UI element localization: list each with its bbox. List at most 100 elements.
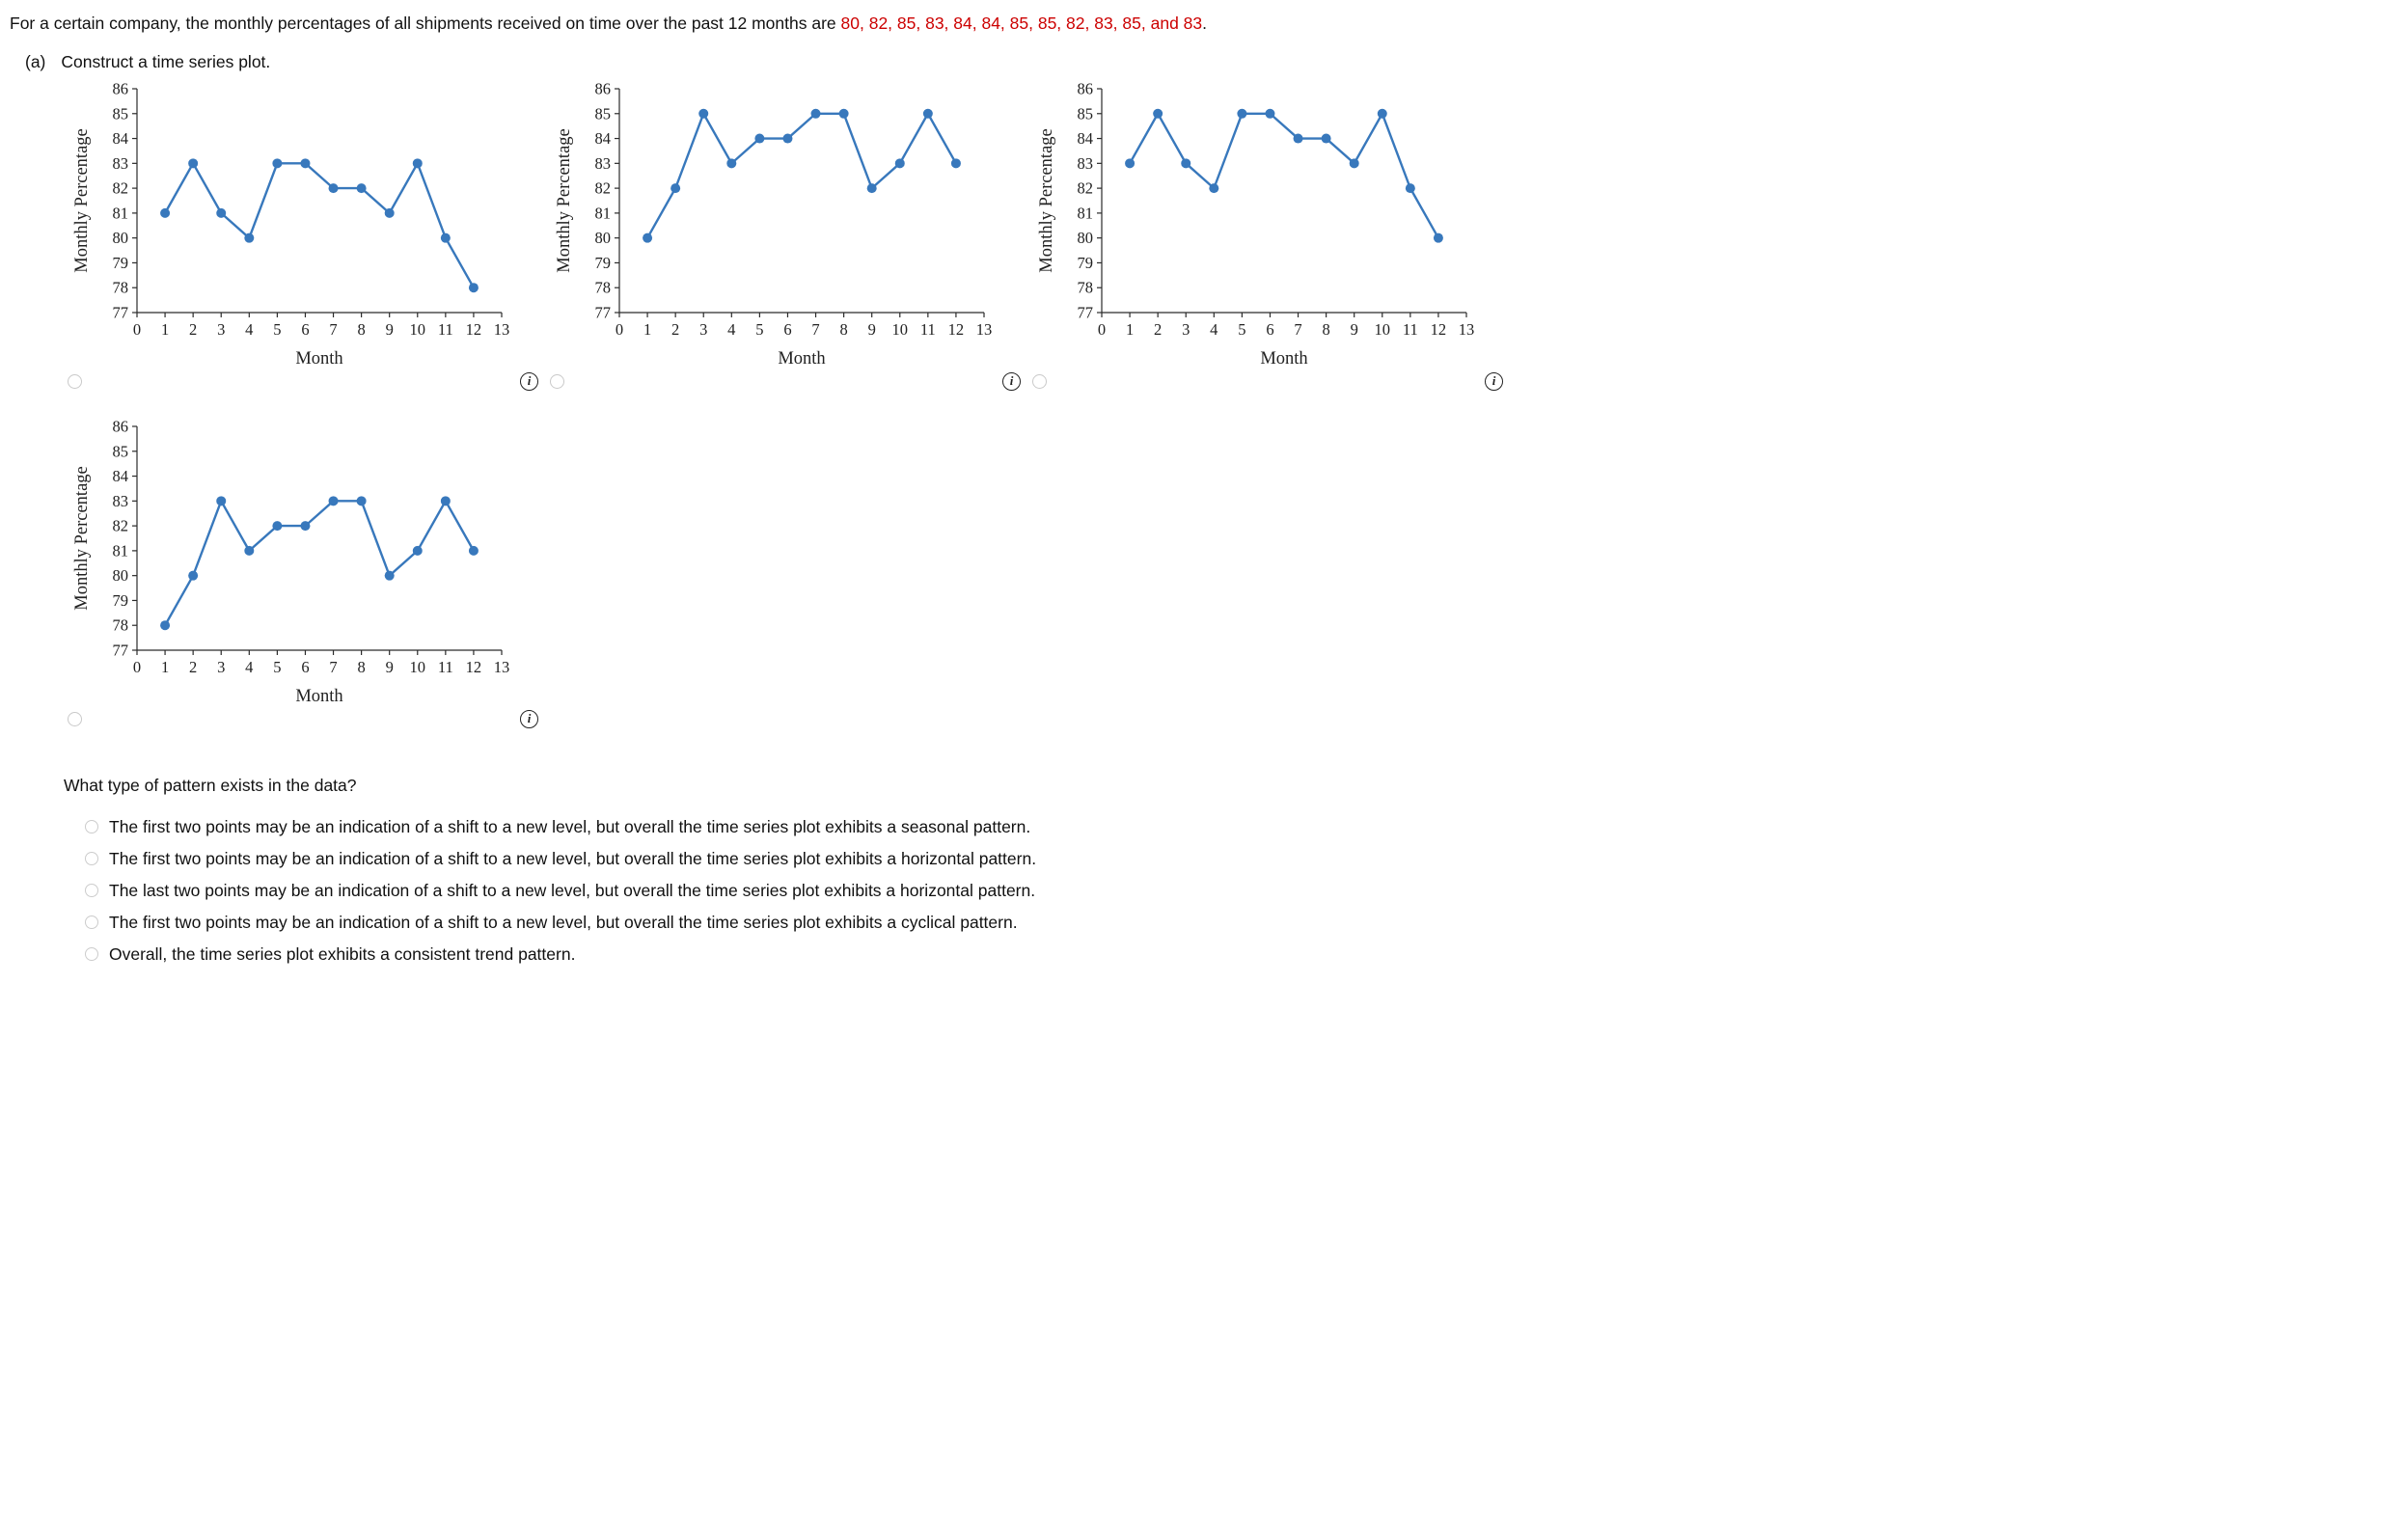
svg-text:0: 0: [133, 658, 141, 676]
svg-text:6: 6: [301, 658, 309, 676]
part-a-line: (a) Construct a time series plot.: [0, 50, 2408, 73]
svg-text:Monthly Percentage: Monthly Percentage: [72, 128, 92, 273]
svg-text:Monthly Percentage: Monthly Percentage: [72, 466, 92, 611]
info-icon[interactable]: i: [520, 371, 538, 391]
svg-text:1: 1: [643, 320, 651, 339]
svg-text:12: 12: [1431, 320, 1447, 339]
svg-text:8: 8: [357, 658, 365, 676]
chart-option-4-radio[interactable]: [68, 711, 82, 726]
svg-text:86: 86: [113, 80, 129, 98]
chart-option-3-footer: i: [1025, 369, 1507, 394]
svg-text:78: 78: [113, 279, 129, 297]
svg-text:3: 3: [217, 658, 225, 676]
svg-text:84: 84: [113, 129, 129, 148]
svg-text:Month: Month: [778, 349, 825, 367]
pattern-option-2[interactable]: The first two points may be an indicatio…: [85, 842, 2408, 874]
svg-text:4: 4: [245, 658, 253, 676]
svg-text:10: 10: [410, 320, 426, 339]
svg-text:6: 6: [783, 320, 791, 339]
svg-text:84: 84: [113, 467, 129, 485]
pattern-option-3[interactable]: The last two points may be an indication…: [85, 874, 2408, 906]
svg-text:13: 13: [494, 658, 510, 676]
pattern-prompt: What type of pattern exists in the data?: [64, 776, 357, 795]
pattern-option-5-radio[interactable]: [85, 946, 98, 961]
chart-option-1-radio[interactable]: [68, 373, 82, 389]
chart-option-1: 77 78 79 80 81 82 83 84 85 86 0 1 2 3 4 5 6 7 8 9 10 11 12 13 Mo…: [60, 77, 542, 394]
svg-text:85: 85: [1078, 104, 1094, 123]
svg-text:4: 4: [1210, 320, 1218, 339]
svg-text:9: 9: [386, 320, 394, 339]
svg-text:84: 84: [595, 129, 612, 148]
svg-text:5: 5: [273, 320, 281, 339]
pattern-option-2-radio[interactable]: [85, 851, 98, 865]
pattern-option-3-radio[interactable]: [85, 883, 98, 897]
pattern-option-4-label: The first two points may be an indicatio…: [109, 912, 1018, 932]
svg-text:82: 82: [113, 517, 129, 535]
svg-text:79: 79: [1078, 254, 1094, 272]
svg-text:8: 8: [357, 320, 365, 339]
svg-text:86: 86: [1078, 80, 1094, 98]
svg-text:79: 79: [113, 254, 129, 272]
svg-text:13: 13: [1459, 320, 1475, 339]
svg-text:78: 78: [595, 279, 612, 297]
svg-text:82: 82: [1078, 179, 1094, 198]
svg-text:10: 10: [1375, 320, 1391, 339]
pattern-option-1-radio[interactable]: [85, 819, 98, 833]
part-a-text: Construct a time series plot.: [61, 52, 271, 71]
svg-text:6: 6: [1266, 320, 1273, 339]
chart-option-2-radio[interactable]: [550, 373, 564, 389]
svg-text:Month: Month: [295, 687, 342, 704]
svg-text:8: 8: [1322, 320, 1329, 339]
pattern-option-3-label: The last two points may be an indication…: [109, 880, 1036, 900]
svg-text:9: 9: [1351, 320, 1358, 339]
question-intro: For a certain company, the monthly perce…: [10, 14, 841, 33]
svg-text:2: 2: [189, 320, 197, 339]
svg-text:85: 85: [595, 104, 612, 123]
svg-text:3: 3: [217, 320, 225, 339]
svg-text:81: 81: [113, 204, 129, 222]
svg-text:7: 7: [1294, 320, 1301, 339]
chart-options-row-2: 77 78 79 80 81 82 83 84 85 86 0 1 2 3 4 5 6 7 8 9 10 11 12 13 Mo…: [60, 415, 2408, 731]
svg-text:12: 12: [466, 320, 482, 339]
pattern-option-1-label: The first two points may be an indicatio…: [109, 816, 1031, 836]
svg-text:0: 0: [133, 320, 141, 339]
svg-text:85: 85: [113, 442, 129, 460]
svg-text:5: 5: [755, 320, 763, 339]
svg-text:7: 7: [811, 320, 819, 339]
info-icon[interactable]: i: [520, 709, 538, 728]
svg-text:80: 80: [113, 229, 129, 247]
svg-text:2: 2: [671, 320, 679, 339]
svg-text:1: 1: [1126, 320, 1134, 339]
svg-text:11: 11: [438, 658, 453, 676]
svg-text:2: 2: [1154, 320, 1162, 339]
question-text: For a certain company, the monthly perce…: [0, 0, 2408, 35]
svg-text:9: 9: [386, 658, 394, 676]
svg-text:77: 77: [595, 304, 612, 322]
svg-text:82: 82: [595, 179, 612, 198]
chart-option-3-radio[interactable]: [1032, 373, 1047, 389]
info-icon[interactable]: i: [1002, 371, 1021, 391]
pattern-option-1[interactable]: The first two points may be an indicatio…: [85, 810, 2408, 842]
svg-text:0: 0: [1098, 320, 1106, 339]
svg-text:11: 11: [438, 320, 453, 339]
svg-text:1: 1: [161, 320, 169, 339]
pattern-option-5[interactable]: Overall, the time series plot exhibits a…: [85, 938, 2408, 970]
chart-option-4-footer: i: [60, 706, 542, 731]
pattern-option-4[interactable]: The first two points may be an indicatio…: [85, 906, 2408, 938]
svg-text:81: 81: [113, 541, 129, 560]
chart-option-2-footer: i: [542, 369, 1025, 394]
svg-text:85: 85: [113, 104, 129, 123]
svg-text:12: 12: [948, 320, 965, 339]
pattern-option-4-radio[interactable]: [85, 915, 98, 929]
svg-text:Monthly Percentage: Monthly Percentage: [555, 128, 574, 273]
question-period: .: [1202, 14, 1207, 33]
svg-text:2: 2: [189, 658, 197, 676]
svg-text:78: 78: [113, 616, 129, 635]
svg-text:83: 83: [1078, 154, 1094, 173]
svg-text:10: 10: [410, 658, 426, 676]
chart-option-3: 77 78 79 80 81 82 83 84 85 86 0 1 2 3 4 5 6 7 8 9 10 11 12 13 Mo…: [1025, 77, 1507, 394]
info-icon[interactable]: i: [1485, 371, 1503, 391]
svg-text:5: 5: [1238, 320, 1245, 339]
svg-text:77: 77: [1078, 304, 1094, 322]
